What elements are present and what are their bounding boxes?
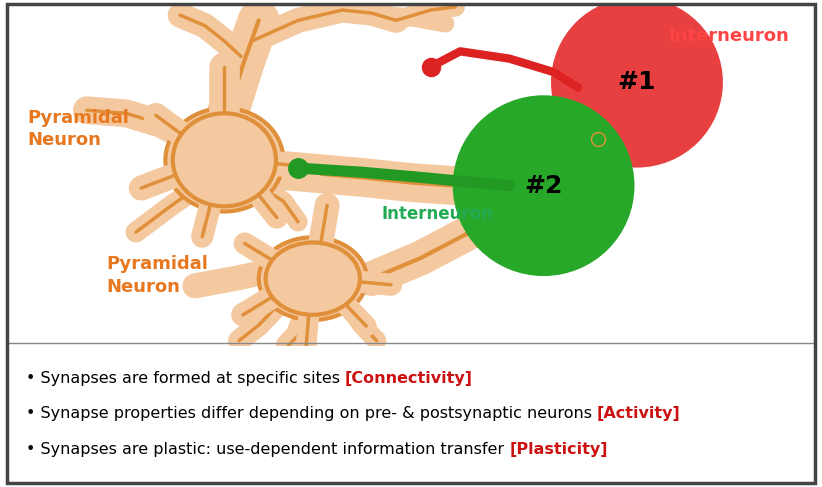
Text: [Plasticity]: [Plasticity] [509, 442, 607, 457]
Text: #1: #1 [617, 70, 656, 94]
Ellipse shape [173, 113, 276, 206]
Text: Interneuron: Interneuron [381, 205, 493, 223]
Text: Pyramidal
Neuron: Pyramidal Neuron [107, 255, 208, 296]
Text: Pyramidal
Neuron: Pyramidal Neuron [28, 109, 130, 149]
Text: • Synapse properties differ depending on pre- & postsynaptic neurons: • Synapse properties differ depending on… [26, 406, 597, 421]
Ellipse shape [266, 243, 360, 315]
Ellipse shape [165, 108, 284, 211]
Ellipse shape [259, 237, 367, 320]
Text: [Connectivity]: [Connectivity] [345, 371, 473, 386]
Text: Interneuron: Interneuron [668, 27, 789, 45]
Text: • Synapses are plastic: use-dependent information transfer: • Synapses are plastic: use-dependent in… [26, 442, 509, 457]
Text: #2: #2 [524, 174, 563, 198]
Text: [Activity]: [Activity] [597, 406, 681, 421]
Ellipse shape [453, 95, 635, 276]
Text: • Synapses are formed at specific sites: • Synapses are formed at specific sites [26, 371, 345, 386]
Ellipse shape [551, 0, 723, 168]
